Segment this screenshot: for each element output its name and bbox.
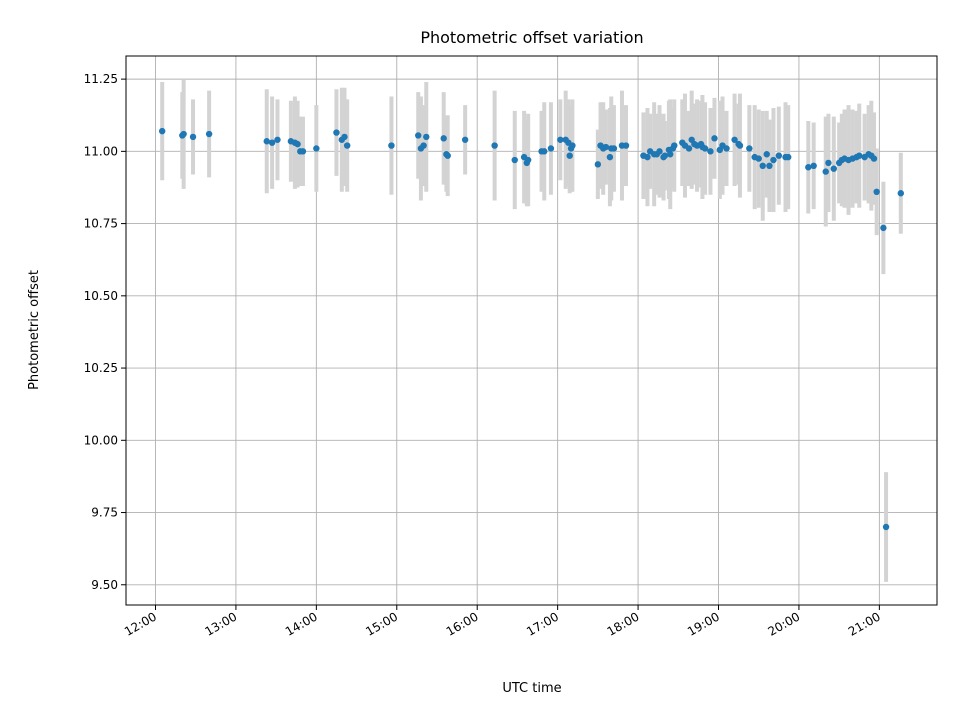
data-point bbox=[701, 145, 709, 152]
data-point bbox=[415, 132, 422, 139]
data-point bbox=[656, 148, 663, 155]
data-point bbox=[766, 162, 773, 169]
y-tick-label: 10.50 bbox=[84, 289, 118, 303]
data-point bbox=[856, 152, 863, 159]
data-point bbox=[622, 142, 630, 149]
y-tick-label: 10.75 bbox=[84, 217, 118, 231]
data-point bbox=[602, 143, 610, 151]
data-point bbox=[294, 140, 301, 148]
data-point bbox=[343, 142, 351, 149]
data-point bbox=[205, 130, 213, 138]
data-point bbox=[524, 156, 532, 164]
data-point bbox=[189, 133, 197, 141]
data-point bbox=[420, 142, 427, 149]
data-point bbox=[805, 164, 812, 171]
data-point bbox=[274, 136, 281, 143]
data-point bbox=[547, 145, 555, 152]
data-point bbox=[825, 159, 832, 167]
data-point bbox=[423, 133, 430, 141]
data-point bbox=[897, 190, 905, 197]
data-point bbox=[755, 155, 762, 162]
data-point bbox=[671, 142, 678, 149]
data-point bbox=[180, 130, 187, 138]
data-point bbox=[461, 136, 469, 143]
data-point bbox=[775, 152, 783, 159]
data-point bbox=[313, 145, 320, 152]
data-points bbox=[158, 127, 905, 531]
data-point bbox=[707, 148, 714, 155]
data-point bbox=[606, 153, 614, 161]
grid bbox=[126, 56, 937, 605]
data-point bbox=[299, 148, 307, 155]
y-tick-label: 10.00 bbox=[84, 433, 118, 447]
y-tick-label: 9.50 bbox=[91, 578, 118, 592]
data-point bbox=[511, 156, 518, 164]
data-point bbox=[759, 162, 766, 169]
data-point bbox=[685, 145, 693, 152]
data-point bbox=[870, 155, 878, 162]
y-tick-label: 9.75 bbox=[91, 506, 118, 520]
data-point bbox=[873, 188, 880, 196]
data-point bbox=[610, 145, 618, 152]
data-point bbox=[444, 152, 451, 159]
data-point bbox=[667, 151, 674, 158]
data-point bbox=[263, 138, 270, 145]
data-point bbox=[763, 151, 770, 158]
data-point bbox=[882, 523, 890, 531]
y-axis-label: Photometric offset bbox=[27, 270, 42, 390]
data-point bbox=[594, 161, 602, 168]
data-point bbox=[770, 156, 777, 164]
data-point bbox=[880, 224, 887, 232]
y-axis-ticks: 9.50 9.75 10.00 10.25 10.50 10.75 11.00 11.25 bbox=[84, 72, 126, 592]
data-point bbox=[388, 142, 395, 149]
data-point bbox=[746, 145, 753, 152]
data-point bbox=[822, 168, 829, 175]
y-tick-label: 10.25 bbox=[84, 361, 118, 375]
x-axis-label: UTC time bbox=[502, 681, 561, 696]
data-point bbox=[785, 153, 792, 161]
plot-frame bbox=[125, 55, 938, 606]
data-point bbox=[711, 135, 718, 142]
data-point bbox=[830, 165, 837, 172]
data-point bbox=[557, 136, 564, 143]
y-tick-label: 11.00 bbox=[84, 144, 118, 158]
data-point bbox=[333, 129, 340, 136]
data-point bbox=[736, 142, 744, 149]
chart-title: Photometric offset variation bbox=[420, 28, 643, 47]
data-point bbox=[810, 162, 817, 169]
y-tick-label: 11.25 bbox=[84, 72, 118, 86]
data-point bbox=[158, 127, 166, 135]
data-point bbox=[491, 142, 498, 149]
data-point bbox=[541, 148, 548, 155]
data-point bbox=[569, 142, 576, 149]
data-point bbox=[644, 153, 651, 161]
data-point bbox=[440, 135, 447, 142]
data-point bbox=[723, 145, 730, 152]
data-point bbox=[566, 152, 573, 159]
data-point bbox=[661, 152, 669, 159]
data-point bbox=[341, 133, 348, 141]
data-point bbox=[268, 139, 276, 146]
data-point bbox=[731, 136, 738, 143]
